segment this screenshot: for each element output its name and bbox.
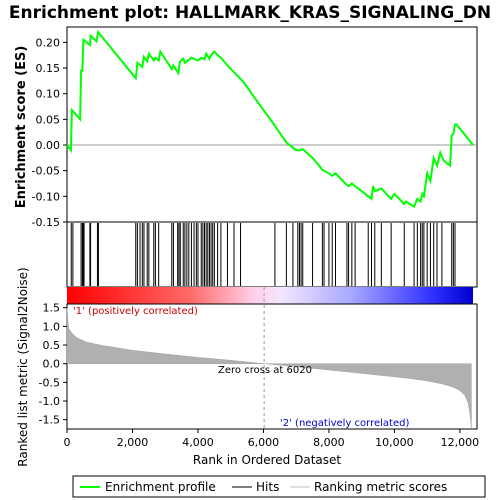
rank-panel-frame	[66, 303, 478, 430]
es-y-tick-label: -0.05	[32, 165, 60, 178]
enrichment-profile-line	[66, 29, 474, 209]
es-y-axis: -0.15 -0.10 -0.05 0.00 0.05 0.10 0.15 0.20	[32, 36, 67, 229]
rank-gradient-strip	[67, 287, 473, 304]
es-y-tick-label: 0.00	[36, 139, 61, 152]
rank-color-bar	[67, 287, 473, 304]
rank-y-axis: -1.5 -1.0 -0.5 0.0 0.5 1.0 1.5	[39, 302, 67, 427]
rank-metric-panel: -1.5 -1.0 -0.5 0.0 0.5 1.0 1.5 0 2,000 4,000 6,00…	[16, 267, 479, 467]
es-y-axis-label: Enrichment score (ES)	[14, 46, 29, 209]
rank-y-tick-label: -1.0	[39, 395, 60, 408]
es-panel: -0.15 -0.10 -0.05 0.00 0.05 0.10 0.15 0.20 Enri…	[14, 26, 478, 229]
x-tick-label: 12,000	[441, 436, 480, 449]
x-tick-label: 4,000	[182, 436, 214, 449]
rank-y-tick-label: 1.0	[43, 320, 61, 333]
x-tick-label: 8,000	[313, 436, 345, 449]
legend-ranking-label: Ranking metric scores	[314, 480, 447, 494]
es-y-tick-label: 0.15	[36, 62, 61, 75]
legend-enrichment-label: Enrichment profile	[105, 480, 216, 494]
rank-y-axis-label: Ranked list metric (Signal2Noise)	[16, 267, 30, 466]
ranking-metric-area	[66, 307, 472, 428]
hit-lines	[70, 223, 456, 286]
x-tick-label: 2,000	[117, 436, 149, 449]
rank-y-tick-label: 0.0	[43, 358, 61, 371]
legend: Enrichment profile Hits Ranking metric s…	[72, 475, 486, 498]
es-panel-frame	[66, 26, 478, 223]
es-y-tick-label: 0.10	[36, 88, 61, 101]
negative-correlation-label: '2' (negatively correlated)	[280, 418, 409, 429]
zero-cross-label: Zero cross at 6020	[218, 365, 312, 376]
positive-correlation-label: '1' (positively correlated)	[73, 306, 198, 317]
legend-frame	[72, 475, 486, 498]
hits-panel-frame	[66, 221, 478, 288]
rank-y-tick-label: 1.5	[43, 302, 61, 315]
chart-title: Enrichment plot: HALLMARK_KRAS_SIGNALING…	[9, 3, 491, 23]
legend-hits-label: Hits	[256, 480, 279, 494]
x-axis-label: Rank in Ordered Dataset	[193, 453, 341, 467]
x-tick-label: 10,000	[375, 436, 414, 449]
rank-y-tick-label: -0.5	[39, 376, 60, 389]
rank-y-tick-label: -1.5	[39, 414, 60, 427]
es-y-tick-label: -0.15	[32, 216, 60, 229]
rank-y-tick-label: 0.5	[43, 339, 61, 352]
es-y-tick-label: 0.05	[36, 113, 61, 126]
x-tick-label: 0	[64, 436, 71, 449]
x-tick-label: 6,000	[248, 436, 280, 449]
es-y-tick-label: -0.10	[32, 190, 60, 203]
x-axis: 0 2,000 4,000 6,000 8,000 10,000 12,000	[64, 429, 480, 449]
hits-panel	[66, 221, 478, 288]
es-y-tick-label: 0.20	[36, 36, 61, 49]
